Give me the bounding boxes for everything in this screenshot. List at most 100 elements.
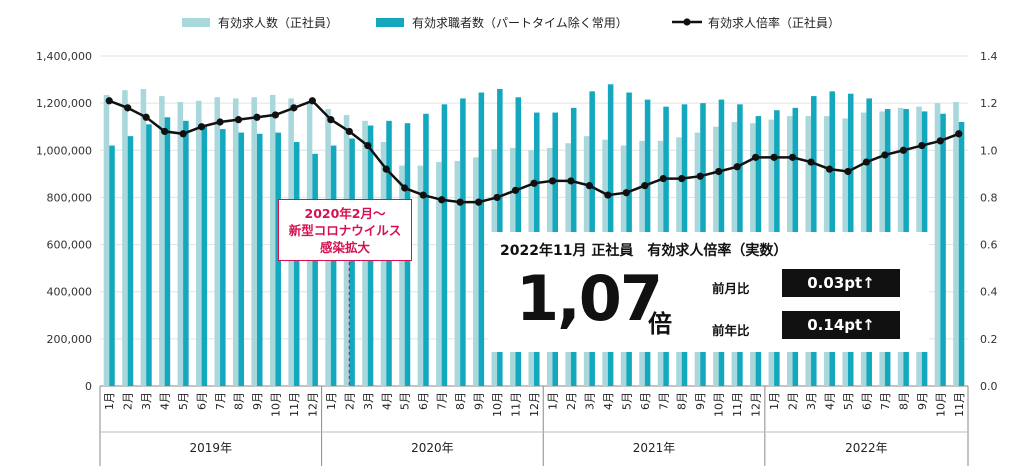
- bar-job-seekers: [460, 98, 466, 386]
- ratio-point: [124, 104, 132, 112]
- legend-label-openings: 有効求人数（正社員）: [218, 15, 338, 30]
- bar-job-openings: [196, 100, 202, 387]
- y-right-tick-label: 1.4: [980, 50, 998, 63]
- ratio-point: [585, 182, 594, 190]
- y-right-tick-label: 0.8: [980, 191, 998, 204]
- month-tick-label: 8月: [897, 392, 910, 410]
- callout-line-2: 新型コロナウイルス: [288, 223, 402, 238]
- ratio-point: [271, 111, 280, 119]
- bar-job-seekers: [349, 138, 355, 386]
- month-tick-label: 7月: [436, 392, 449, 410]
- year-label: 2020年: [411, 441, 454, 455]
- ratio-point: [197, 123, 206, 131]
- bar-job-openings: [103, 94, 110, 387]
- ratio-point: [696, 172, 704, 180]
- ratio-point: [438, 196, 446, 204]
- month-tick-label: 10月: [934, 392, 947, 417]
- ratio-point: [678, 174, 686, 183]
- month-tick-label: 1月: [768, 392, 781, 410]
- ratio-point: [844, 167, 852, 176]
- callout-line-1: 2020年2月～: [304, 206, 386, 221]
- ratio-point: [234, 116, 243, 124]
- y-right-tick-label: 0.4: [980, 286, 998, 299]
- month-tick-label: 9月: [916, 392, 929, 410]
- month-tick-label: 2月: [787, 392, 800, 410]
- y-left-tick-label: 1,000,000: [36, 144, 92, 157]
- bar-job-openings: [473, 157, 479, 386]
- month-tick-label: 1月: [325, 392, 338, 410]
- bar-job-seekers: [109, 145, 115, 386]
- month-tick-label: 3月: [362, 392, 375, 410]
- ratio-point: [899, 146, 907, 154]
- ratio-point: [216, 118, 224, 126]
- ratio-point: [862, 158, 871, 166]
- bar-job-seekers: [423, 113, 429, 386]
- y-left-tick-label: 1,200,000: [36, 97, 92, 110]
- ratio-point: [142, 113, 150, 121]
- ratio-point: [567, 177, 575, 185]
- ratio-point: [622, 189, 630, 197]
- summary-title: 2022年11月 正社員 有効求人倍率（実数）: [500, 243, 788, 259]
- ratio-point: [715, 167, 723, 176]
- month-tick-label: 8月: [233, 392, 246, 410]
- bar-job-seekers: [201, 126, 208, 386]
- mom-label: 前月比: [712, 281, 750, 296]
- y-left-tick-label: 200,000: [47, 333, 93, 346]
- month-tick-label: 6月: [196, 392, 209, 410]
- month-tick-label: 6月: [860, 392, 873, 410]
- bar-job-openings: [140, 89, 147, 386]
- month-tick-label: 11月: [510, 392, 523, 417]
- bar-job-openings: [399, 165, 405, 386]
- bar-job-seekers: [220, 129, 226, 387]
- month-tick-label: 4月: [823, 392, 836, 410]
- yoy-label: 前年比: [712, 323, 750, 338]
- bar-job-openings: [417, 165, 424, 386]
- month-tick-label: 7月: [214, 392, 227, 410]
- bar-job-seekers: [146, 124, 152, 386]
- ratio-point: [659, 174, 667, 183]
- month-tick-label: 5月: [399, 392, 412, 410]
- bar-job-openings: [159, 96, 165, 387]
- bar-job-openings: [232, 98, 239, 386]
- bar-job-openings: [436, 162, 442, 386]
- ratio-point: [474, 198, 483, 206]
- month-tick-label: 4月: [602, 392, 615, 410]
- bar-job-seekers: [478, 92, 485, 387]
- month-tick-label: 11月: [731, 392, 744, 417]
- month-tick-label: 6月: [417, 392, 430, 410]
- month-tick-label: 4月: [159, 392, 172, 410]
- ratio-point: [419, 191, 427, 199]
- month-tick-label: 9月: [473, 392, 486, 410]
- bar-job-seekers: [238, 132, 245, 386]
- ratio-point: [345, 127, 353, 136]
- mom-value: 0.03pt↑: [782, 269, 900, 297]
- ratio-point: [364, 141, 372, 150]
- y-left-tick-label: 400,000: [47, 286, 93, 299]
- ratio-point: [179, 130, 187, 138]
- ratio-point: [105, 97, 113, 105]
- bar-job-openings: [214, 97, 221, 386]
- bar-job-openings: [934, 103, 941, 387]
- bar-job-seekers: [330, 145, 337, 386]
- y-right-tick-label: 0.2: [980, 333, 998, 346]
- year-label: 2019年: [190, 441, 233, 455]
- bar-job-seekers: [441, 104, 448, 387]
- month-tick-label: 10月: [491, 392, 504, 417]
- month-tick-label: 12月: [750, 392, 763, 417]
- month-tick-label: 10月: [269, 392, 282, 417]
- y-right-tick-label: 1.0: [980, 144, 998, 157]
- ratio-point: [290, 104, 298, 112]
- bar-job-seekers: [293, 142, 300, 386]
- ratio-point: [511, 186, 520, 194]
- month-tick-label: 11月: [288, 392, 301, 417]
- month-tick-label: 1月: [546, 392, 559, 410]
- callout-line-3: 感染拡大: [319, 240, 370, 255]
- ratio-unit: 倍: [648, 310, 672, 338]
- month-tick-label: 6月: [639, 392, 652, 410]
- month-tick-label: 2月: [122, 392, 135, 410]
- y-left-tick-label: 600,000: [47, 239, 93, 252]
- bar-job-seekers: [940, 113, 946, 386]
- yoy-value: 0.14pt↑: [782, 311, 900, 339]
- month-tick-label: 4月: [380, 392, 393, 410]
- legend-swatch-openings: [182, 18, 210, 27]
